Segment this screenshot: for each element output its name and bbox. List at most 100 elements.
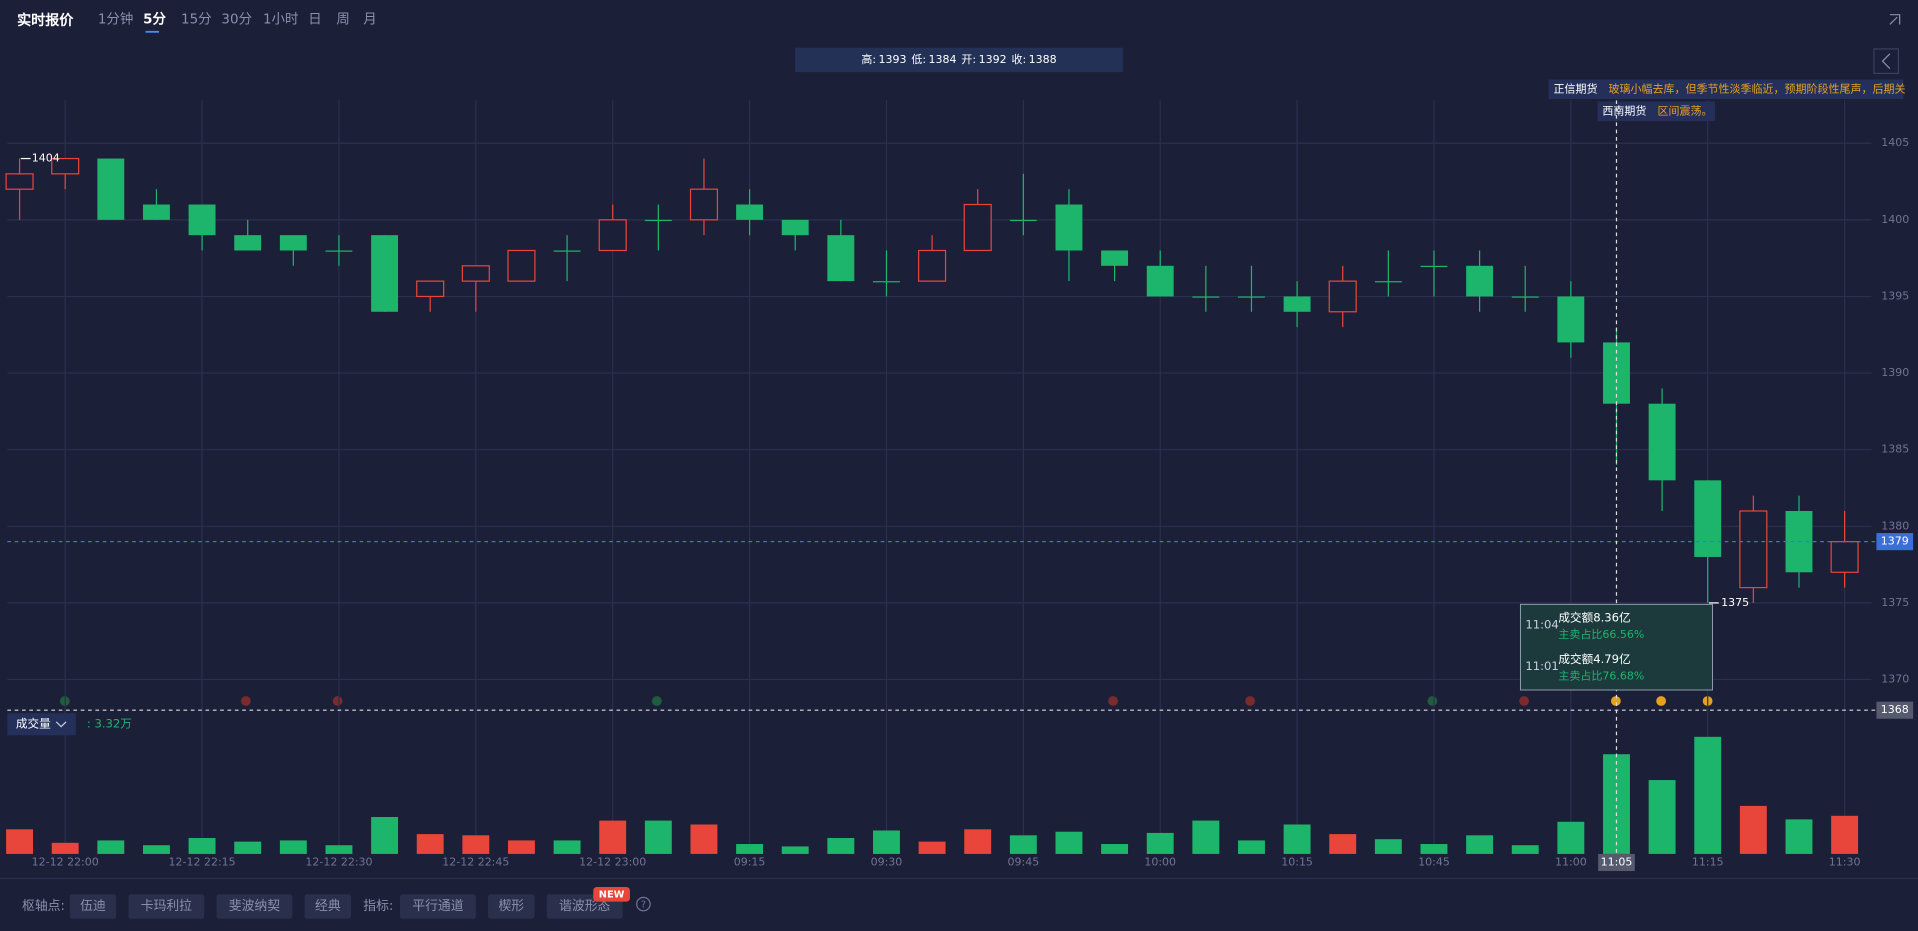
event-icon[interactable]: [1245, 696, 1256, 706]
volume-bar: [1101, 844, 1129, 854]
candle-body: [1328, 280, 1357, 313]
pivot-label: 枢轴点:: [22, 899, 65, 914]
x-tick-label: 11:00: [1555, 855, 1587, 868]
candle-body: [1466, 265, 1494, 297]
tooltip-ratio: 主卖占比66.56%: [1558, 627, 1644, 641]
indicator-label: 指标:: [363, 899, 393, 914]
news-item[interactable]: 西南期货 区间震荡。: [1597, 101, 1715, 122]
crosshair-x-label: 11:05: [1601, 855, 1633, 868]
ohlc-label: 开:: [961, 53, 976, 66]
timeframe-tab[interactable]: 1小时: [263, 12, 298, 28]
tooltip-amount: 成交额8.36亿: [1558, 610, 1630, 624]
volume-bar: [371, 816, 399, 854]
candle-body: [1146, 265, 1174, 297]
pivot-option: 卡玛利拉: [141, 899, 192, 914]
pivot-option-button[interactable]: [69, 894, 117, 919]
tooltip-ratio: 主卖占比76.68%: [1558, 669, 1644, 683]
volume-bar: [1192, 820, 1220, 854]
event-icon[interactable]: [1610, 696, 1621, 706]
pivot-option-button[interactable]: [304, 894, 352, 919]
candle-body: [142, 204, 170, 220]
news-source: 西南期货: [1602, 103, 1646, 117]
collapse-button[interactable]: [1873, 48, 1900, 75]
volume-bar: [827, 838, 855, 854]
volume-bar: [462, 835, 490, 854]
candle-body: [1101, 250, 1129, 266]
pivot-option-button[interactable]: [128, 894, 205, 919]
news-item[interactable]: 正信期货 玻璃小幅去库，但季节性淡季临近，预期阶段性尾声，后期关: [1548, 79, 1906, 100]
event-icons: [59, 696, 1713, 706]
candle-body: [371, 235, 399, 312]
app-title: 实时报价: [17, 12, 74, 29]
volume-selector[interactable]: [7, 713, 76, 736]
y-tick-label: 1400: [1881, 213, 1909, 226]
y-tick-label: 1390: [1881, 366, 1909, 379]
news-source: 正信期货: [1553, 81, 1597, 95]
timeframe-tab[interactable]: 日: [308, 13, 321, 28]
volume-bar: [51, 842, 79, 854]
volume-bar: [873, 830, 900, 854]
volume-bar: [1831, 815, 1859, 854]
volume-bar: [781, 846, 809, 854]
y-tick-label: 1370: [1881, 673, 1909, 686]
ohlc-label: 收:: [1012, 52, 1027, 66]
news-text: 区间震荡。: [1657, 104, 1712, 117]
timeframe-tab[interactable]: 月: [363, 13, 376, 28]
volume-bar: [188, 838, 216, 854]
x-tick-label: 10:15: [1281, 855, 1313, 868]
timeframe-tab[interactable]: 周: [336, 13, 349, 28]
volume-bar: [234, 841, 262, 854]
candle-body: [644, 219, 672, 222]
fullscreen-icon[interactable]: [1889, 14, 1901, 25]
tooltip-time: 11:04: [1525, 618, 1558, 632]
candle-body: [736, 204, 764, 220]
volume-bar: [279, 840, 307, 854]
indicator-option: 平行通道: [412, 899, 463, 914]
x-tick-label: 09:45: [1007, 855, 1039, 868]
event-icon[interactable]: [651, 696, 662, 706]
x-tick-label: 11:15: [1692, 855, 1724, 868]
candle-body: [827, 235, 855, 282]
y-tick-label: 1385: [1881, 443, 1909, 456]
max-price-label: 1404: [32, 152, 60, 165]
event-icon[interactable]: [332, 696, 343, 706]
volume-bar: [1557, 821, 1585, 854]
volume-bar: [599, 820, 627, 854]
candle-body: [1420, 265, 1448, 268]
x-tick-label: 10:45: [1418, 855, 1450, 868]
event-icon[interactable]: [240, 696, 251, 706]
volume-title: 成交量: [16, 717, 51, 731]
event-icon[interactable]: [1427, 696, 1438, 706]
candle-body: [51, 157, 80, 175]
event-icon[interactable]: [1108, 696, 1119, 706]
volume-value: : 3.32万: [87, 717, 132, 731]
timeframe-tab[interactable]: 30分: [221, 12, 252, 28]
volume-bar: [1694, 736, 1722, 854]
candle-body: [1648, 403, 1676, 481]
candle-body: [97, 158, 125, 220]
volume-bar: [1466, 835, 1494, 854]
timeframe-tab[interactable]: 5分: [143, 12, 166, 28]
event-icon[interactable]: [1519, 696, 1530, 706]
help-icon[interactable]: [636, 896, 651, 912]
volume-bar: [1374, 839, 1402, 854]
timeframe-tab[interactable]: 1分钟: [98, 11, 133, 28]
help-text: ?: [641, 900, 646, 911]
y-tick-label: 1405: [1881, 136, 1909, 149]
candle-body: [1055, 204, 1083, 251]
candle-body: [1374, 281, 1402, 283]
volume-bar: [1146, 832, 1174, 854]
x-tick-label: 10:00: [1144, 855, 1176, 868]
indicator-option-button[interactable]: [399, 894, 476, 919]
pivot-option-button[interactable]: [216, 894, 293, 919]
candle-body: [188, 204, 216, 236]
candle-body: [1511, 296, 1539, 298]
timeframe-tab[interactable]: 15分: [181, 12, 212, 28]
volume-bar: [690, 824, 718, 854]
event-icon[interactable]: [1656, 696, 1667, 706]
indicator-option-button[interactable]: [488, 894, 535, 919]
volume-bar: [6, 829, 34, 854]
new-badge-text: NEW: [599, 889, 625, 900]
